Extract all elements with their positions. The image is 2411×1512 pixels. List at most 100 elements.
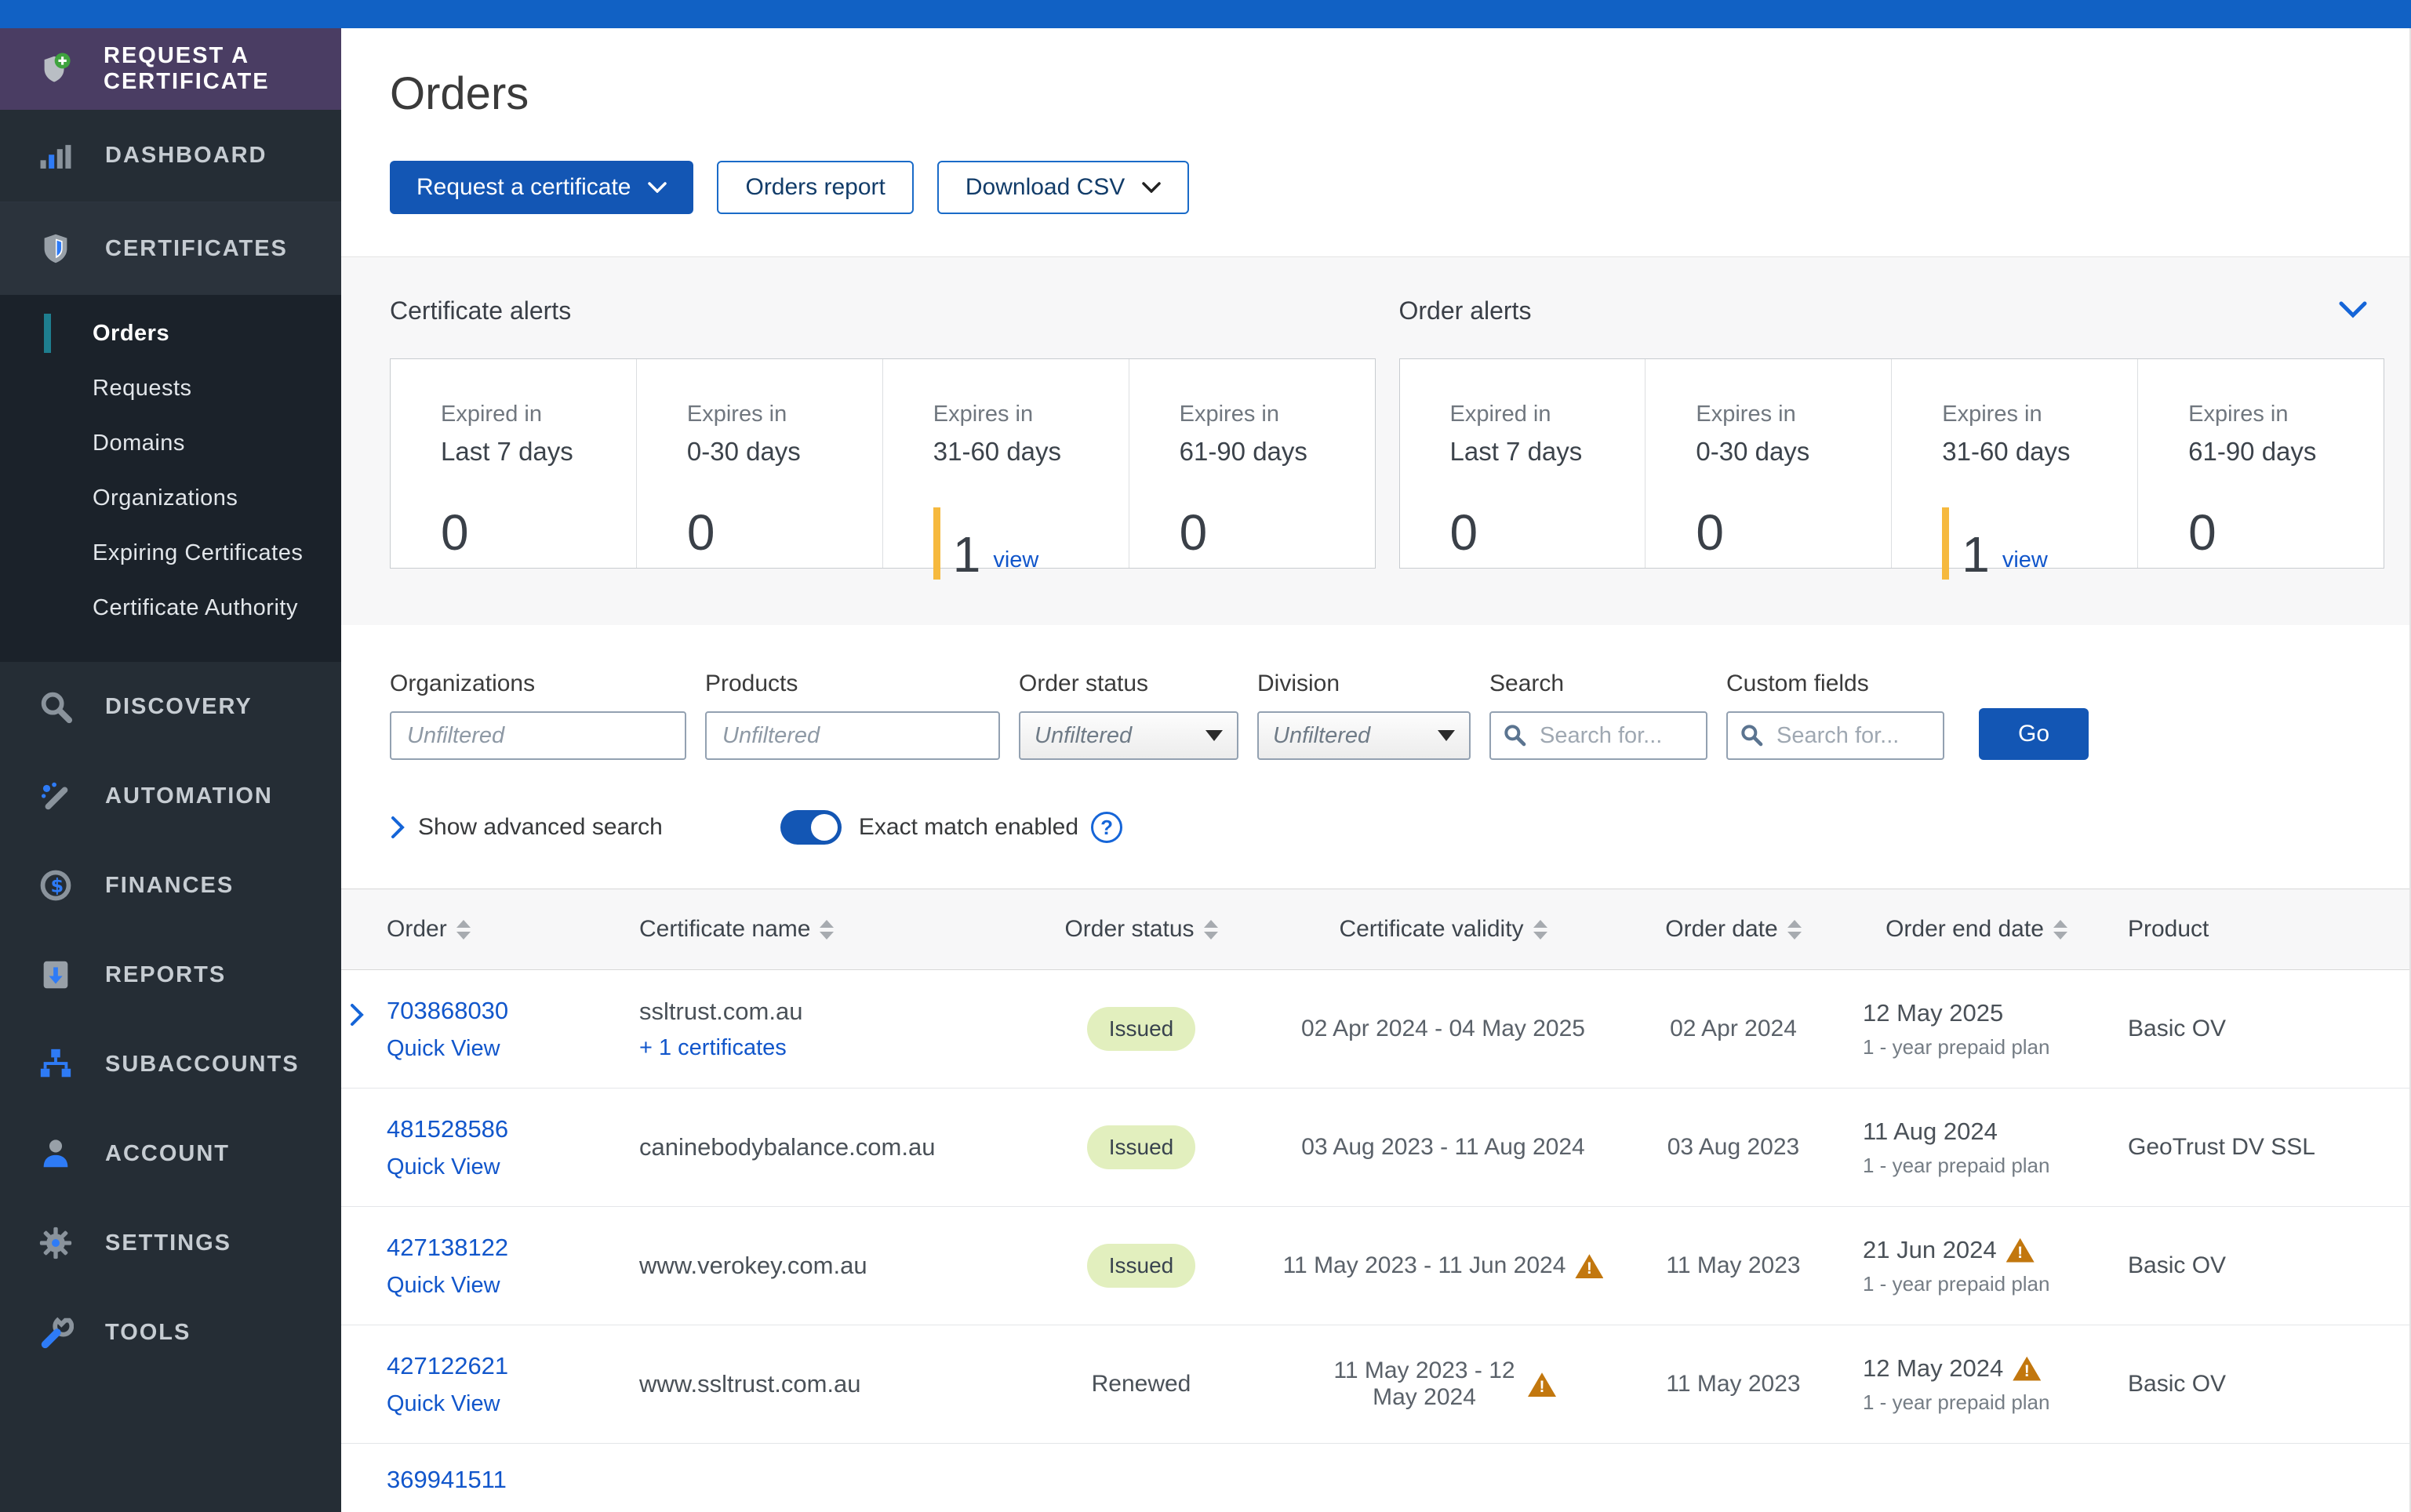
table-row: 369941511 — [341, 1444, 2411, 1512]
filters-section: Organizations Products Order status Unfi… — [341, 625, 2411, 845]
sidebar-item-subaccounts[interactable]: SUBACCOUNTS — [0, 1020, 341, 1109]
alert-label: Expires in — [2188, 402, 2384, 427]
order-status-select[interactable]: Unfiltered — [1019, 711, 1238, 760]
sidebar-item-label: REQUEST A CERTIFICATE — [104, 43, 341, 95]
sidebar-item-account[interactable]: ACCOUNT — [0, 1109, 341, 1198]
certificate-alerts-panel: Certificate alerts Expired in Last 7 day… — [390, 296, 1376, 569]
alert-range: 0-30 days — [1696, 437, 1891, 467]
quick-view-link[interactable]: Quick View — [387, 1273, 639, 1299]
alert-label: Expires in — [1180, 402, 1375, 427]
products-input[interactable] — [705, 711, 1000, 760]
column-header-order-date[interactable]: Order date — [1665, 916, 1801, 943]
order-id-link[interactable]: 369941511 — [387, 1466, 639, 1494]
quick-view-link[interactable]: Quick View — [387, 1391, 639, 1417]
alert-range: 31-60 days — [1942, 437, 2137, 467]
column-label: Order end date — [1886, 916, 2044, 943]
order-end-date: 21 Jun 2024 — [1863, 1236, 1997, 1264]
organizations-input[interactable] — [390, 711, 686, 760]
sidebar-item-domains[interactable]: Domains — [0, 416, 341, 471]
filter-label: Division — [1257, 671, 1471, 697]
sidebar-item-reports[interactable]: REPORTS — [0, 930, 341, 1020]
sidebar-item-certificate-authority[interactable]: Certificate Authority — [0, 580, 341, 635]
alert-cell-61-90: Expires in 61-90 days 0 — [1129, 359, 1375, 568]
order-id-link[interactable]: 427138122 — [387, 1234, 639, 1262]
warning-icon — [1575, 1253, 1603, 1278]
sidebar-item-discovery[interactable]: DISCOVERY — [0, 662, 341, 751]
sidebar-item-organizations[interactable]: Organizations — [0, 471, 341, 525]
column-label: Product — [2128, 916, 2209, 943]
sidebar-item-automation[interactable]: AUTOMATION — [0, 751, 341, 841]
quick-view-link[interactable]: Quick View — [387, 1154, 639, 1180]
download-csv-button[interactable]: Download CSV — [937, 161, 1189, 214]
expand-row-chevron-icon[interactable] — [349, 1003, 365, 1027]
sidebar-item-dashboard[interactable]: DASHBOARD — [0, 110, 341, 202]
alert-count: 1 — [1962, 529, 1990, 580]
chevron-right-icon — [390, 816, 405, 839]
column-header-certificate-name[interactable]: Certificate name — [639, 916, 834, 943]
column-header-order-end-date[interactable]: Order end date — [1886, 916, 2067, 943]
request-certificate-button[interactable]: Request a certificate — [390, 161, 693, 214]
order-date: 02 Apr 2024 — [1670, 1016, 1797, 1042]
sidebar-item-certificates[interactable]: CERTIFICATES — [0, 202, 341, 295]
extra-certificates-link[interactable]: + 1 certificates — [639, 1035, 1016, 1061]
collapse-alerts-chevron-icon[interactable] — [2339, 301, 2367, 318]
alert-cell-31-60: Expires in 31-60 days 1view — [1892, 359, 2138, 568]
chevron-down-icon — [648, 182, 667, 193]
column-label: Order — [387, 916, 447, 943]
certificate-name: www.verokey.com.au — [639, 1252, 1016, 1280]
plan-label: 1 - year prepaid plan — [1863, 1272, 2106, 1296]
filter-label: Search — [1489, 671, 1707, 697]
filter-label: Custom fields — [1726, 671, 1944, 697]
main-content: Orders Request a certificate Orders repo… — [341, 28, 2411, 1512]
alert-count: 0 — [2188, 507, 2216, 558]
certificate-name: ssltrust.com.au — [639, 998, 1016, 1026]
view-link[interactable]: view — [993, 547, 1038, 573]
column-header-order-status[interactable]: Order status — [1064, 916, 1217, 943]
alert-cell-61-90: Expires in 61-90 days 0 — [2138, 359, 2384, 568]
plan-label: 1 - year prepaid plan — [1863, 1035, 2106, 1059]
sidebar-item-finances[interactable]: $ FINANCES — [0, 841, 341, 930]
sidebar-item-label: Orders — [93, 321, 169, 347]
order-end-date: 11 Aug 2024 — [1863, 1118, 1998, 1146]
svg-text:$: $ — [50, 874, 67, 896]
top-bar — [0, 0, 2411, 28]
order-id-link[interactable]: 481528586 — [387, 1115, 639, 1143]
column-header-order[interactable]: Order — [387, 916, 471, 943]
caret-down-icon — [1206, 730, 1223, 741]
orders-report-button[interactable]: Orders report — [717, 161, 913, 214]
reports-download-icon — [38, 957, 74, 993]
sidebar-item-expiring-certificates[interactable]: Expiring Certificates — [0, 525, 341, 580]
alert-highlight-bar — [933, 507, 940, 580]
sidebar-item-label: SETTINGS — [105, 1230, 231, 1256]
sidebar-item-orders[interactable]: Orders — [0, 306, 341, 361]
certificate-alerts-card: Expired in Last 7 days 0 Expires in 0-30… — [390, 358, 1376, 569]
alert-cell-31-60: Expires in 31-60 days 1view — [883, 359, 1129, 568]
sort-icon — [1787, 920, 1802, 940]
sort-icon — [820, 920, 834, 940]
alert-label: Expires in — [1696, 402, 1891, 427]
column-header-certificate-validity[interactable]: Certificate validity — [1339, 916, 1547, 943]
sidebar-item-request-certificate[interactable]: REQUEST A CERTIFICATE — [0, 28, 341, 110]
certificate-validity: 11 May 2023 - 11 Jun 2024 — [1283, 1252, 1566, 1279]
sidebar-item-requests[interactable]: Requests — [0, 361, 341, 416]
order-date: 03 Aug 2023 — [1667, 1134, 1800, 1161]
sidebar-item-label: CERTIFICATES — [105, 236, 288, 262]
exact-match-toggle[interactable] — [780, 810, 842, 845]
quick-view-link[interactable]: Quick View — [387, 1036, 639, 1062]
sidebar-item-label: Domains — [93, 431, 185, 456]
sidebar-item-settings[interactable]: SETTINGS — [0, 1198, 341, 1288]
search-filter: Search — [1489, 671, 1707, 760]
discovery-search-icon — [38, 689, 74, 725]
subaccounts-tree-icon — [38, 1046, 74, 1082]
order-id-link[interactable]: 427122621 — [387, 1352, 639, 1380]
alert-range: Last 7 days — [1450, 437, 1646, 467]
help-icon[interactable]: ? — [1091, 812, 1122, 843]
sort-icon — [2053, 920, 2067, 940]
division-select[interactable]: Unfiltered — [1257, 711, 1471, 760]
sidebar-item-tools[interactable]: TOOLS — [0, 1288, 341, 1377]
go-button[interactable]: Go — [1979, 708, 2089, 760]
show-advanced-search-link[interactable]: Show advanced search — [418, 814, 663, 841]
certificate-name: caninebodybalance.com.au — [639, 1133, 1016, 1161]
view-link[interactable]: view — [2002, 547, 2048, 573]
order-id-link[interactable]: 703868030 — [387, 997, 639, 1025]
